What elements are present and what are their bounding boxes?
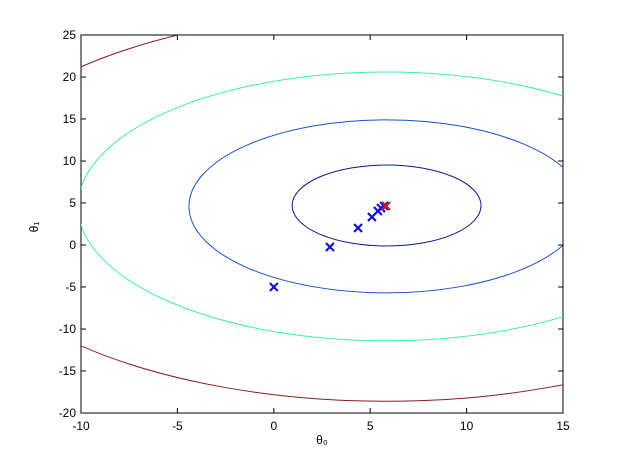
y-tick-label: 15 — [63, 112, 77, 126]
y-tick-label: -10 — [59, 322, 77, 336]
data-point — [269, 282, 279, 292]
x-tick-label: -10 — [72, 419, 90, 433]
y-tick-label: 0 — [69, 238, 76, 252]
data-point — [353, 223, 363, 233]
x-tick-label: 10 — [460, 419, 474, 433]
x-tick-label: 5 — [367, 419, 374, 433]
y-tick-label: 5 — [69, 196, 76, 210]
contour-line — [81, 35, 563, 402]
plot-area — [80, 34, 564, 414]
contour-layer — [81, 35, 563, 402]
y-axis-label: θ₁ — [27, 222, 41, 233]
y-tick-label: -5 — [65, 280, 76, 294]
contour-line — [188, 119, 563, 294]
final-point — [381, 201, 391, 211]
contour-line — [291, 164, 482, 247]
y-tick-label: 10 — [63, 154, 77, 168]
contour-line — [81, 71, 563, 342]
x-tick-label: 0 — [270, 419, 277, 433]
data-point — [325, 242, 335, 252]
x-axis-label: θ₀ — [316, 433, 328, 447]
y-tick-label: -20 — [59, 406, 77, 420]
y-tick-label: 25 — [63, 28, 77, 42]
x-tick-label: 15 — [556, 419, 570, 433]
y-tick-label: -15 — [59, 364, 77, 378]
data-point — [379, 201, 389, 211]
x-tick-label: -5 — [172, 419, 183, 433]
y-tick-label: 20 — [63, 70, 77, 84]
